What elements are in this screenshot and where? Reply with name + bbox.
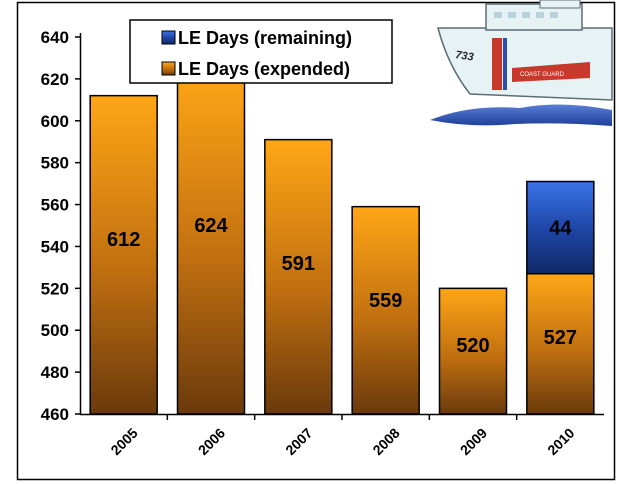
legend-swatch-remaining <box>161 30 176 45</box>
legend-swatch-expended <box>161 61 176 76</box>
coast-guard-ship-icon: 733 COAST GUARD <box>430 0 613 126</box>
svg-text:COAST GUARD: COAST GUARD <box>520 72 565 78</box>
y-tick-label: 520 <box>41 279 69 298</box>
data-label-expended-2005: 612 <box>107 229 140 251</box>
y-tick-label: 480 <box>41 363 69 382</box>
y-tick-label: 500 <box>41 321 69 340</box>
bar-expended-2006 <box>176 69 246 415</box>
legend: LE Days (remaining) LE Days (expended) <box>129 19 393 84</box>
bar-expended-2005 <box>89 94 158 415</box>
y-tick-label: 640 <box>41 28 69 47</box>
legend-label-expended: LE Days (expended) <box>178 59 350 79</box>
y-tick-label: 540 <box>41 237 69 256</box>
data-label-remaining-2010: 44 <box>549 218 572 240</box>
bar-remaining-2010 <box>526 180 595 275</box>
data-label-expended-2010: 527 <box>544 327 577 349</box>
y-tick-label: 580 <box>41 154 69 173</box>
bar-expended-2007 <box>264 138 333 415</box>
bar-expended-2008 <box>351 205 420 415</box>
y-tick-label: 620 <box>41 70 69 89</box>
data-label-expended-2006: 624 <box>194 215 228 237</box>
data-label-expended-2009: 520 <box>456 335 489 357</box>
legend-label-remaining: LE Days (remaining) <box>178 28 352 48</box>
data-label-expended-2008: 559 <box>369 290 402 312</box>
bar-expended-2009 <box>438 287 508 415</box>
y-tick-label: 560 <box>41 196 69 215</box>
y-tick-label: 600 <box>41 112 69 131</box>
y-tick-label: 460 <box>41 405 69 424</box>
data-label-expended-2007: 591 <box>282 253 315 275</box>
svg-text:733: 733 <box>455 49 475 63</box>
bar-expended-2010 <box>526 272 595 415</box>
